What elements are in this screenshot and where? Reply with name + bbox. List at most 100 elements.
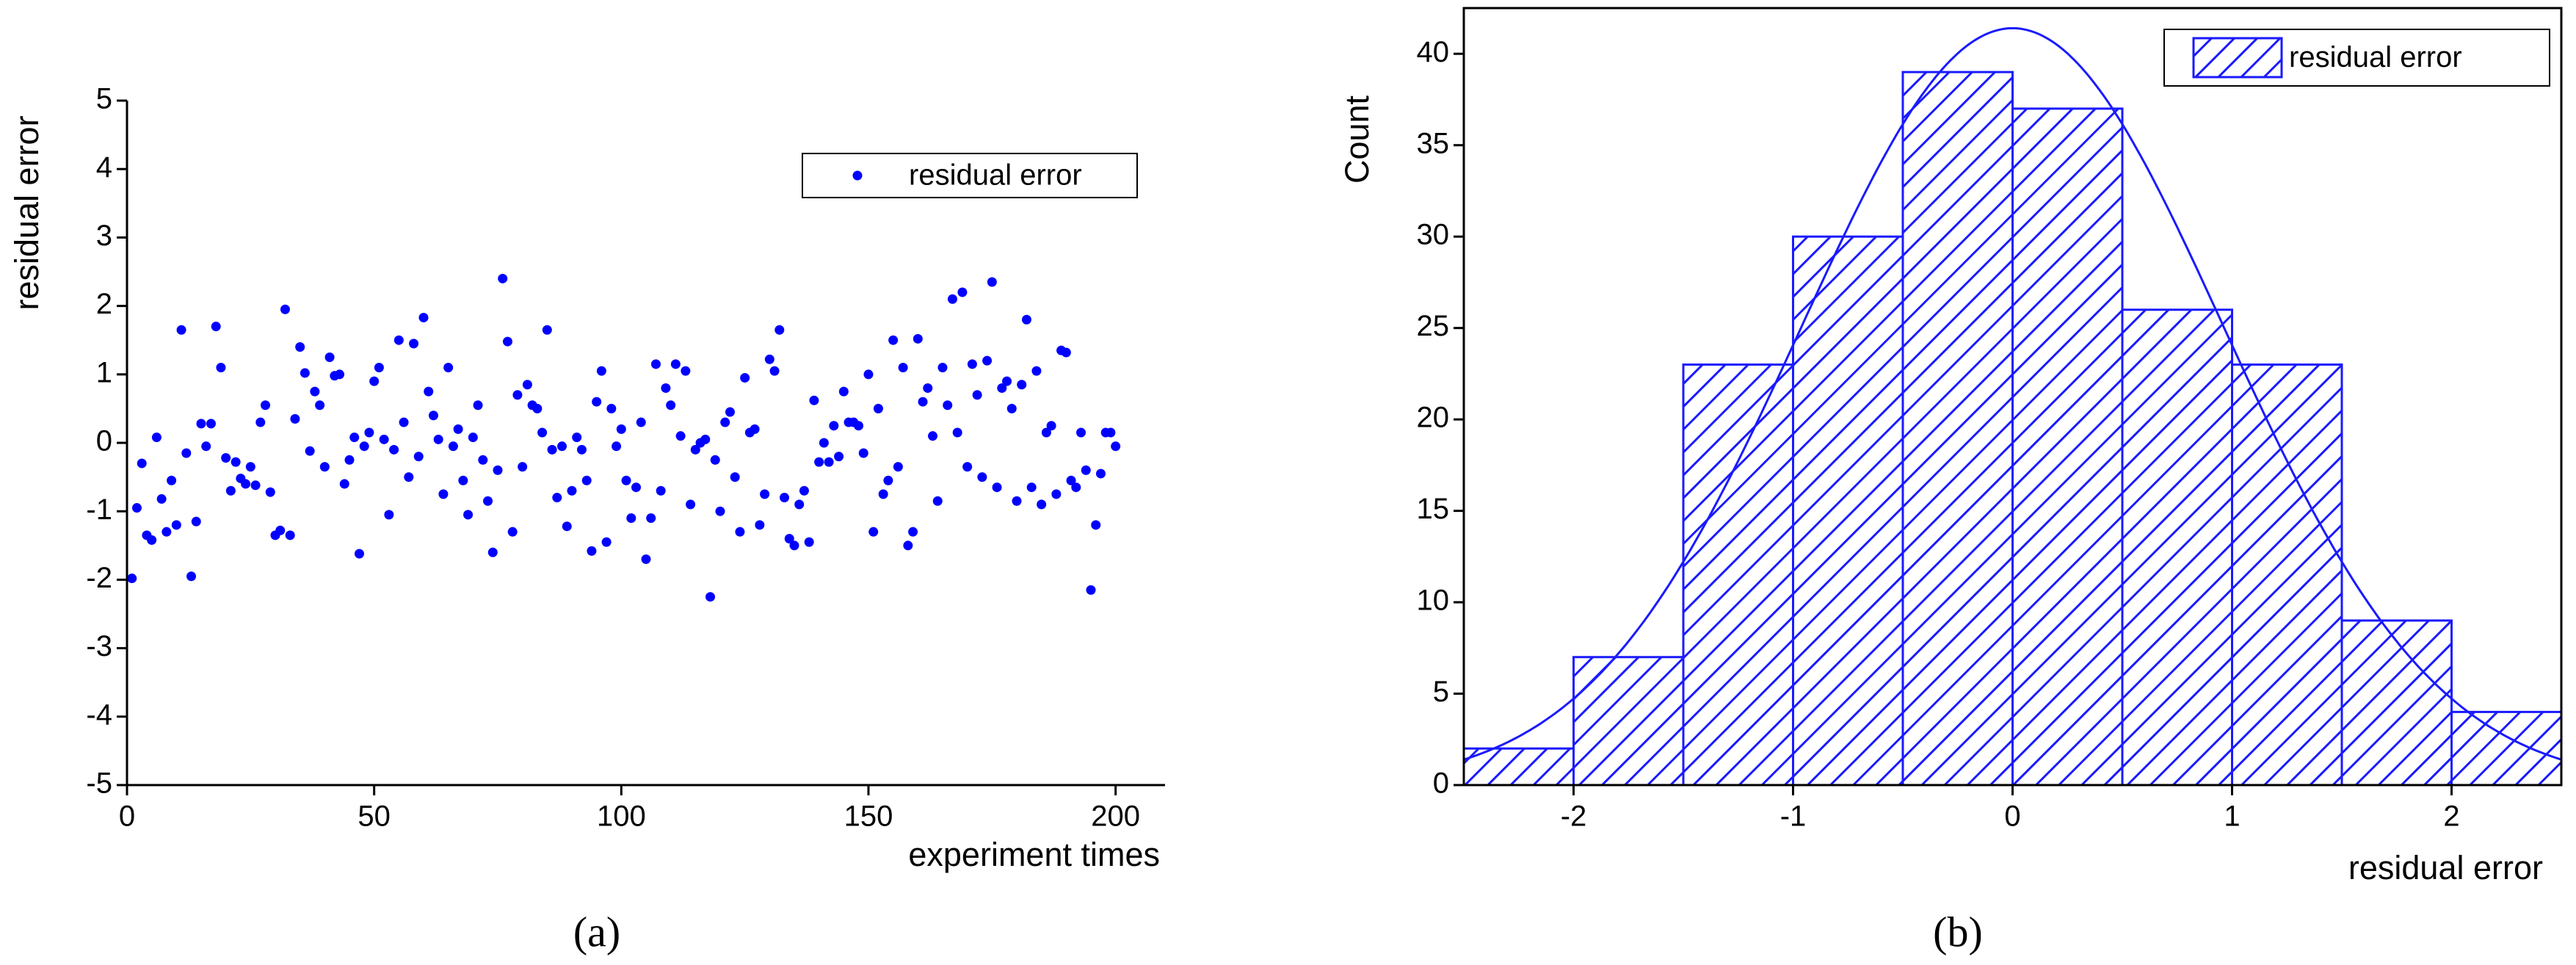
x-axis-label: experiment times <box>908 836 1160 873</box>
scatter-point <box>1017 380 1027 390</box>
scatter-point <box>191 516 201 527</box>
scatter-point <box>863 369 874 380</box>
scatter-point <box>275 525 286 535</box>
scatter-point <box>710 455 720 465</box>
legend-label: residual error <box>2289 41 2462 73</box>
y-axis-label: Count <box>1338 95 1376 184</box>
y-tick-label: -3 <box>86 630 112 662</box>
scatter-point <box>581 475 592 485</box>
scatter-point <box>1026 482 1037 493</box>
scatter-point <box>359 441 369 452</box>
scatter-point <box>957 287 968 297</box>
scatter-point <box>498 273 508 283</box>
scatter-point <box>854 421 864 431</box>
y-axis-label: residual error <box>8 115 46 310</box>
y-tick-label: 0 <box>96 425 112 458</box>
scatter-point <box>675 431 686 441</box>
scatter-point <box>646 513 656 524</box>
scatter-point <box>463 510 474 520</box>
scatter-point <box>982 355 993 366</box>
scatter-point <box>1081 465 1091 475</box>
scatter-point <box>453 424 463 434</box>
scatter-point <box>587 546 597 556</box>
scatter-point <box>167 475 177 485</box>
scatter-point <box>389 444 399 455</box>
histogram-bar <box>1901 71 2014 787</box>
scatter-point <box>666 400 676 411</box>
scatter-point <box>1061 347 1071 358</box>
scatter-point <box>310 386 320 397</box>
scatter-point <box>285 530 295 541</box>
x-tick-label: -2 <box>1561 800 1587 833</box>
scatter-point <box>147 535 157 545</box>
scatter-point <box>552 493 562 503</box>
scatter-point <box>918 397 928 407</box>
scatter-point <box>780 493 790 503</box>
scatter-point <box>255 417 266 427</box>
scatter-point <box>418 312 429 322</box>
scatter-point <box>225 485 236 496</box>
scatter-point <box>621 475 631 485</box>
histogram-bar <box>1682 363 1794 787</box>
legend-label: residual error <box>909 159 1082 192</box>
scatter-point <box>601 537 612 547</box>
scatter-point <box>794 499 805 510</box>
x-tick-label: 150 <box>844 800 893 833</box>
scatter-point <box>769 366 780 376</box>
histogram-bar <box>1572 656 1685 787</box>
scatter-point <box>211 322 221 332</box>
scatter-point <box>898 362 908 372</box>
scatter-point <box>364 427 374 438</box>
scatter-point <box>740 372 750 383</box>
y-tick-label: 0 <box>1433 767 1449 800</box>
scatter-point <box>250 480 261 491</box>
scatter-point <box>1046 421 1056 431</box>
scatter-point <box>1021 314 1031 325</box>
scatter-point <box>592 397 602 407</box>
x-tick-label: 0 <box>2004 800 2020 833</box>
scatter-point <box>967 359 977 369</box>
scatter-point <box>903 541 913 551</box>
x-tick-label: 2 <box>2443 800 2459 833</box>
scatter-point <box>493 465 503 475</box>
scatter-point <box>131 503 142 513</box>
scatter-point <box>715 506 725 516</box>
scatter-point <box>344 455 355 465</box>
scatter-point <box>369 376 380 386</box>
scatter-point <box>1071 482 1081 493</box>
scatter-point <box>428 411 438 421</box>
scatter-point <box>280 304 290 314</box>
scatter-point <box>923 383 933 393</box>
scatter-point <box>670 359 681 369</box>
scatter-point <box>686 499 696 510</box>
scatter-point <box>324 353 335 362</box>
scatter-point <box>176 325 186 335</box>
caption: (a) <box>573 908 620 955</box>
scatter-point <box>962 462 973 472</box>
scatter-point <box>1002 376 1012 386</box>
scatter-point <box>932 496 943 506</box>
scatter-point <box>834 452 844 462</box>
scatter-point <box>943 400 953 411</box>
scatter-point <box>335 369 345 380</box>
scatter-point <box>196 419 206 429</box>
scatter-point <box>537 427 548 438</box>
scatter-point <box>1091 520 1101 530</box>
y-tick-label: 25 <box>1417 310 1450 342</box>
scatter-point <box>730 472 740 482</box>
x-tick-label: 200 <box>1091 800 1140 833</box>
y-tick-label: 20 <box>1417 402 1450 434</box>
scatter-point <box>354 549 364 559</box>
scatter-point <box>290 413 300 424</box>
histogram-bar <box>2121 308 2233 787</box>
histogram-bar <box>2450 710 2563 787</box>
y-tick-label: 4 <box>96 151 112 184</box>
scatter-point <box>404 472 414 482</box>
scatter-point <box>1006 403 1017 413</box>
scatter-point <box>952 427 962 438</box>
x-tick-label: -1 <box>1780 800 1807 833</box>
y-tick-label: 10 <box>1417 585 1450 617</box>
scatter-point <box>1012 496 1022 506</box>
scatter-point <box>636 417 646 427</box>
